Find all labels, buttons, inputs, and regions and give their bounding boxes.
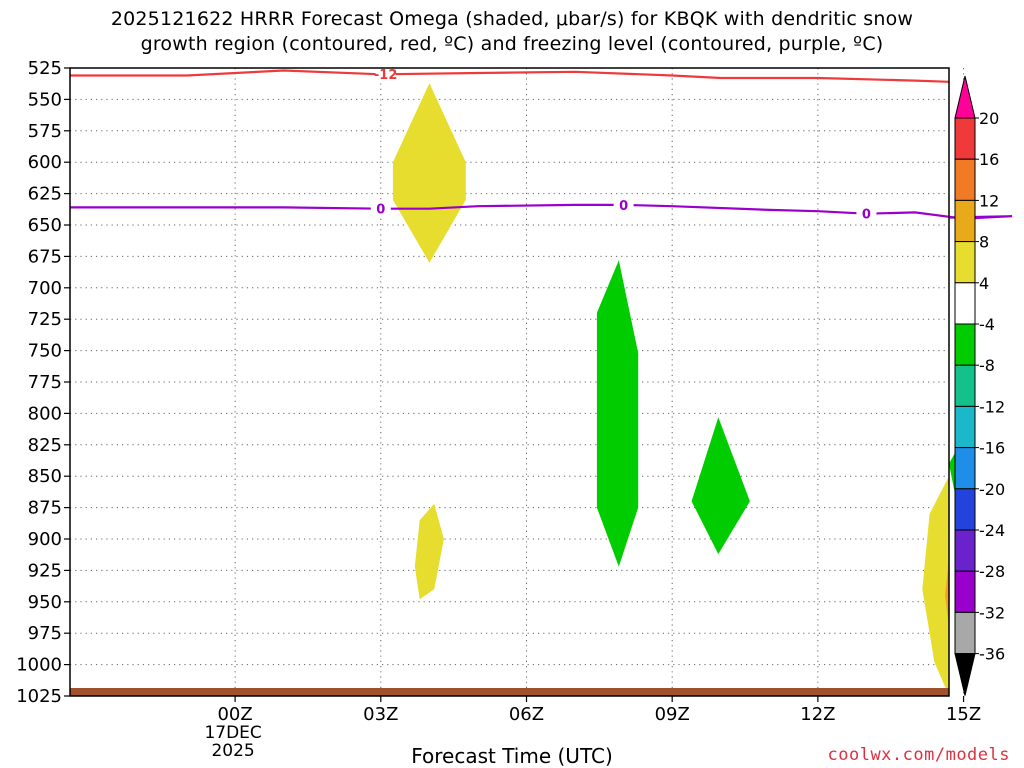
colorbar-tick-label: -12 — [979, 397, 1005, 416]
colorbar-arrow-bottom — [954, 653, 976, 696]
colorbar-segment — [954, 282, 976, 325]
colorbar-tick-label: -20 — [979, 480, 1005, 499]
freezing-level-label: 0 — [862, 208, 871, 223]
colorbar: 20 16 12 8 4 -4 -8 -12 -16 -20 -24 -28 -32 -36 — [954, 75, 1005, 696]
dgz-contour — [70, 69, 950, 83]
colorbar-tick-label: 20 — [979, 109, 999, 128]
colorbar-segment — [954, 570, 976, 613]
colorbar-segment — [954, 323, 976, 366]
freezing-level-contour — [70, 203, 1013, 220]
colorbar-tick-label: 4 — [979, 274, 989, 293]
freezing-level-label-bg — [370, 200, 391, 216]
y-tick-label: 775 — [28, 372, 62, 393]
colorbar-segment — [954, 364, 976, 407]
colorbar-segment — [954, 611, 976, 655]
y-tick-label: 650 — [28, 215, 62, 236]
axes: 525 550 575 600 625 650 675 700 725 750 775 800 825 8… — [16, 58, 981, 761]
colorbar-tick-label: -32 — [979, 603, 1005, 622]
y-tick-label: 750 — [28, 341, 62, 362]
y-tick-label: 525 — [28, 58, 62, 79]
omega-region — [691, 417, 750, 555]
y-tick-label: 725 — [28, 309, 62, 330]
colorbar-segment — [954, 447, 976, 490]
freezing-level-label: 0 — [619, 199, 628, 214]
freezing-level-label: 0 — [376, 203, 385, 218]
credit-text: coolwx.com/models — [827, 745, 1010, 765]
surface-strip — [70, 688, 949, 696]
y-tick-label: 825 — [28, 435, 62, 456]
colorbar-tick-label: -24 — [979, 521, 1005, 540]
x-tick-label: 03Z — [363, 704, 398, 725]
x-tick-label: 09Z — [655, 704, 690, 725]
omega-shading — [392, 83, 969, 696]
y-tick-label: 1025 — [16, 686, 62, 707]
y-tick-label: 900 — [28, 529, 62, 550]
x-year-label: 2025 — [211, 741, 254, 761]
freezing-level-label-bg — [613, 196, 634, 212]
y-tick-label: 675 — [28, 246, 62, 267]
y-tick-label: 850 — [28, 466, 62, 487]
omega-region — [414, 503, 444, 600]
colorbar-segment — [954, 199, 976, 243]
y-tick-label: 800 — [28, 403, 62, 424]
chart-title-line2: growth region (contoured, red, ºC) and f… — [140, 33, 884, 55]
x-tick-label: 00Z — [217, 704, 252, 725]
colorbar-tick-label: 16 — [979, 150, 999, 169]
colorbar-segment — [954, 117, 976, 160]
y-tick-label: 950 — [28, 592, 62, 613]
y-tick-label: 1000 — [16, 655, 62, 676]
x-tick-label: 12Z — [800, 704, 835, 725]
y-tick-label: 550 — [28, 89, 62, 110]
dgz-contour-label-bg — [375, 66, 396, 82]
y-tick-label: 875 — [28, 498, 62, 519]
y-tick-label: 600 — [28, 152, 62, 173]
chart-title-line1: 2025121622 HRRR Forecast Omega (shaded, … — [110, 8, 914, 30]
x-date-label: 17DEC — [204, 723, 261, 743]
colorbar-tick-label: -36 — [979, 645, 1005, 664]
colorbar-segment — [954, 158, 976, 201]
contours: -12 0 0 0 — [70, 66, 1013, 223]
colorbar-tick-label: -16 — [979, 439, 1005, 458]
y-tick-label: 575 — [28, 121, 62, 142]
y-tick-label: 700 — [28, 278, 62, 299]
y-tick-label: 625 — [28, 184, 62, 205]
colorbar-tick-label: -28 — [979, 562, 1005, 581]
omega-region — [596, 260, 639, 567]
colorbar-segment — [954, 529, 976, 572]
plot-frame — [69, 67, 950, 697]
colorbar-arrow-top — [954, 75, 976, 119]
colorbar-tick-label: -4 — [979, 315, 995, 334]
omega-region — [392, 83, 466, 263]
dgz-contour-label: -12 — [374, 68, 398, 83]
freezing-level-label-bg — [856, 205, 877, 221]
y-tick-label: 975 — [28, 623, 62, 644]
y-tick-label: 925 — [28, 560, 62, 581]
x-axis-label: Forecast Time (UTC) — [411, 744, 613, 768]
x-tick-label: 15Z — [946, 704, 981, 725]
colorbar-segment — [954, 488, 976, 531]
colorbar-tick-label: 8 — [979, 233, 989, 252]
surface-band — [70, 688, 949, 696]
colorbar-segment — [954, 405, 976, 449]
omega-region — [945, 557, 949, 627]
omega-region — [922, 476, 949, 696]
colorbar-tick-label: -8 — [979, 356, 995, 375]
colorbar-segment — [954, 241, 976, 284]
grid-lines — [70, 68, 965, 696]
colorbar-tick-label: 12 — [979, 191, 999, 210]
x-tick-label: 06Z — [509, 704, 544, 725]
